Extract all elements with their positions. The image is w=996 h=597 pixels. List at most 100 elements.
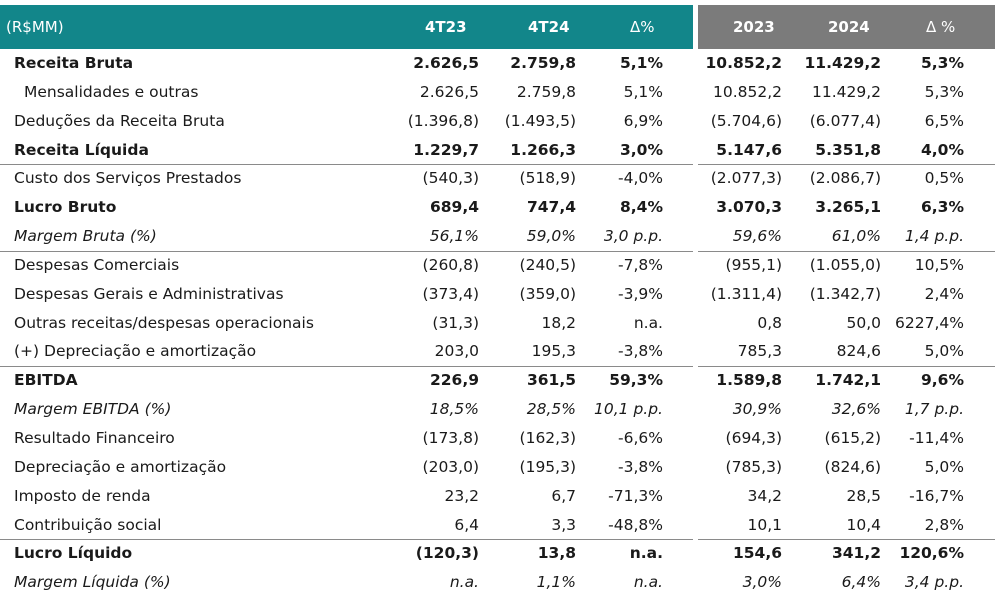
- cell-4t24: (359,0): [519, 284, 576, 303]
- cell-delta-year: 3,4 p.p.: [904, 573, 964, 592]
- cell-2024: 11.429,2: [804, 54, 882, 72]
- cell-delta-year: 1,7 p.p.: [904, 400, 964, 419]
- cell-4t23: (120,3): [415, 544, 479, 563]
- row-label: Margem EBITDA (%): [14, 400, 172, 419]
- cell-2023: 30,9%: [732, 400, 782, 419]
- cell-delta-quarter: -3,8%: [618, 342, 663, 361]
- cell-2023: 59,6%: [732, 227, 782, 246]
- cell-2023: 0,8: [757, 313, 782, 332]
- cell-delta-quarter: 3,0 p.p.: [603, 227, 663, 246]
- cell-delta-quarter: 8,4%: [620, 198, 663, 217]
- cell-4t24: 59,0%: [526, 227, 576, 246]
- cell-2023: 10,1: [747, 515, 782, 534]
- cell-2024: 50,0: [846, 313, 881, 332]
- cell-2024: 11.429,2: [811, 82, 881, 101]
- cell-2023: 3,0%: [742, 573, 782, 592]
- cell-2024: (2.086,7): [809, 169, 881, 188]
- cell-4t24: 2.759,8: [516, 82, 576, 101]
- cell-2024: 5.351,8: [815, 140, 881, 159]
- row-label: Resultado Financeiro: [14, 428, 175, 447]
- cell-2023: 5.147,6: [716, 140, 782, 159]
- table-row-receita-liquida: Receita Líquida 1.229,7 1.266,3 3,0% 5.1…: [0, 136, 996, 165]
- cell-2024: 3.265,1: [815, 198, 881, 217]
- cell-delta-year: 5,0%: [924, 342, 964, 361]
- cell-delta-quarter: -48,8%: [608, 515, 663, 534]
- cell-4t23: (173,8): [422, 428, 479, 447]
- cell-delta-quarter: n.a.: [633, 573, 663, 592]
- row-label: Margem Bruta (%): [14, 227, 157, 246]
- cell-delta-year: 6227,4%: [895, 313, 964, 332]
- cell-4t24: 18,2: [541, 313, 576, 332]
- cell-4t24: (162,3): [519, 428, 576, 447]
- cell-4t24: 3,3: [551, 515, 576, 534]
- cell-4t23: (203,0): [422, 457, 479, 476]
- cell-2023: (5.704,6): [710, 111, 782, 130]
- cell-delta-year: -11,4%: [909, 428, 964, 447]
- cell-4t23: 56,1%: [429, 227, 479, 246]
- cell-4t24: 13,8: [537, 544, 576, 563]
- cell-2023: 154,6: [732, 544, 782, 563]
- cell-delta-year: 5,0%: [924, 457, 964, 476]
- cell-4t23: 226,9: [429, 371, 479, 390]
- row-label: Receita Bruta: [14, 54, 134, 72]
- row-label: Lucro Bruto: [14, 198, 117, 217]
- cell-4t23: n.a.: [449, 573, 479, 592]
- cell-delta-quarter: -4,0%: [618, 169, 663, 188]
- cell-4t23: (373,4): [422, 284, 479, 303]
- cell-4t23: (1.396,8): [407, 111, 479, 130]
- cell-delta-year: 5,3%: [921, 54, 964, 72]
- cell-delta-quarter: 59,3%: [609, 371, 663, 390]
- cell-4t23: 23,2: [444, 486, 479, 505]
- row-label: Outras receitas/despesas operacionais: [14, 313, 314, 332]
- cell-delta-year: 9,6%: [921, 371, 964, 390]
- cell-2024: 10,4: [846, 515, 881, 534]
- cell-2024: 61,0%: [831, 227, 881, 246]
- cell-4t23: 18,5%: [429, 400, 479, 419]
- cell-2024: (824,6): [824, 457, 881, 476]
- cell-2024: (6.077,4): [809, 111, 881, 130]
- cell-4t23: 2.626,5: [413, 54, 479, 72]
- cell-2024: 6,4%: [841, 573, 881, 592]
- cell-4t23: 1.229,7: [413, 140, 479, 159]
- cell-delta-quarter: 5,1%: [620, 54, 663, 72]
- cell-4t24: 1.266,3: [510, 140, 576, 159]
- col-header-4t24: 4T24: [528, 18, 570, 36]
- cell-4t24: (518,9): [519, 169, 576, 188]
- cell-delta-year: 2,8%: [924, 515, 964, 534]
- cell-2024: (1.342,7): [809, 284, 881, 303]
- row-label: Custo dos Serviços Prestados: [14, 169, 242, 188]
- col-header-2023: 2023: [733, 18, 775, 36]
- table-row-imposto-renda: Imposto de renda 23,2 6,7 -71,3% 34,2 28…: [0, 482, 996, 511]
- table-row-custo-servicos: Custo dos Serviços Prestados (540,3) (51…: [0, 164, 996, 193]
- cell-2024: 1.742,1: [815, 371, 881, 390]
- cell-4t23: 6,4: [454, 515, 479, 534]
- table-row-deducoes: Deduções da Receita Bruta (1.396,8) (1.4…: [0, 107, 996, 136]
- cell-delta-year: 6,5%: [924, 111, 964, 130]
- cell-delta-year: 4,0%: [921, 140, 964, 159]
- table-row-despesas-gerais: Despesas Gerais e Administrativas (373,4…: [0, 280, 996, 309]
- cell-4t23: (31,3): [432, 313, 479, 332]
- cell-delta-quarter: -3,8%: [618, 457, 663, 476]
- cell-2024: (615,2): [824, 428, 881, 447]
- row-label: Despesas Comerciais: [14, 255, 180, 274]
- cell-delta-quarter: n.a.: [629, 544, 663, 563]
- cell-4t24: 195,3: [531, 342, 576, 361]
- cell-4t23: 689,4: [429, 198, 479, 217]
- cell-2024: (1.055,0): [809, 255, 881, 274]
- cell-delta-year: 2,4%: [924, 284, 964, 303]
- table-row-receita-bruta: Receita Bruta 2.626,5 2.759,8 5,1% 10.85…: [0, 49, 996, 78]
- row-label: Margem Líquida (%): [14, 573, 171, 592]
- cell-4t23: 203,0: [434, 342, 479, 361]
- cell-2023: 1.589,8: [716, 371, 782, 390]
- row-label: Deduções da Receita Bruta: [14, 111, 225, 130]
- cell-2024: 32,6%: [831, 400, 881, 419]
- cell-delta-year: 0,5%: [924, 169, 964, 188]
- cell-4t24: (240,5): [519, 255, 576, 274]
- cell-delta-year: 1,4 p.p.: [904, 227, 964, 246]
- cell-delta-quarter: n.a.: [633, 313, 663, 332]
- table-row-contribuicao-social: Contribuição social 6,4 3,3 -48,8% 10,1 …: [0, 511, 996, 540]
- col-header-delta-quarter: Δ%: [630, 18, 655, 36]
- cell-delta-year: 10,5%: [914, 255, 964, 274]
- cell-2023: (694,3): [725, 428, 782, 447]
- cell-4t24: 1,1%: [536, 573, 576, 592]
